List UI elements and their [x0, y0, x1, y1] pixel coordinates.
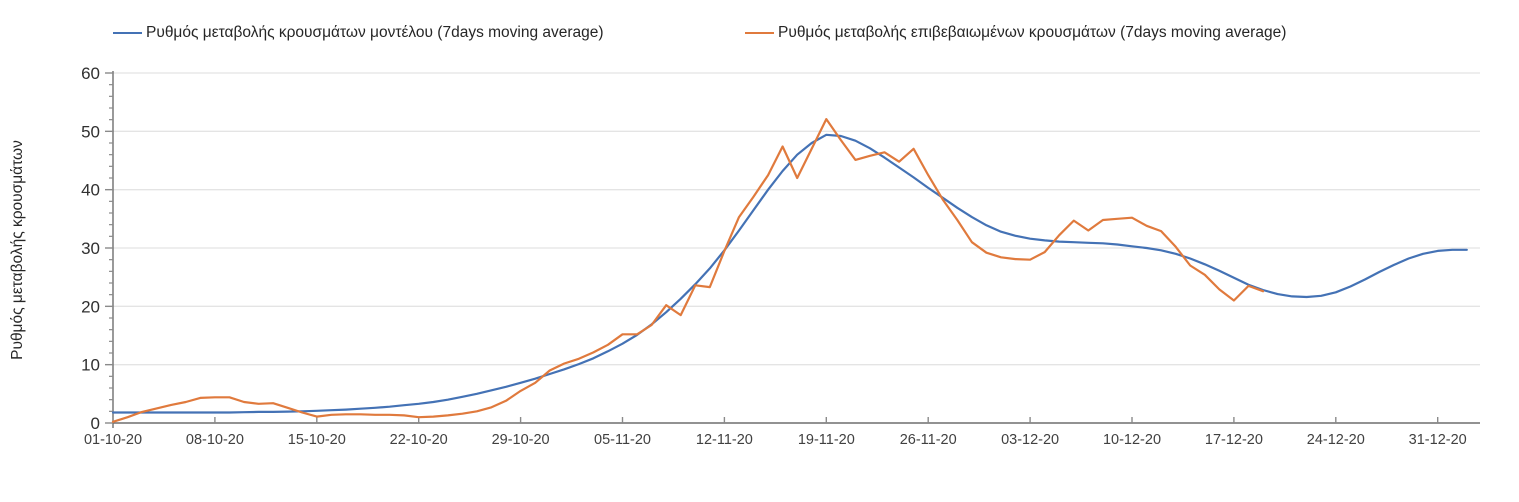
chart-legend: Ρυθμός μεταβολής κρουσμάτων μοντέλου (7d… — [0, 22, 1519, 44]
x-tick-label: 24-12-20 — [1307, 432, 1365, 448]
x-tick-label: 12-11-20 — [696, 432, 753, 448]
model-line-swatch-icon — [113, 32, 142, 34]
y-tick-label: 0 — [91, 414, 100, 433]
x-tick-label: 03-12-20 — [1001, 432, 1059, 448]
legend-label-confirmed: Ρυθμός μεταβολής επιβεβαιωμένων κρουσμάτ… — [778, 24, 1287, 41]
y-tick-label: 50 — [81, 122, 100, 141]
y-tick-label: 10 — [81, 356, 100, 375]
x-tick-label: 19-11-20 — [798, 432, 855, 448]
y-tick-label: 60 — [81, 64, 100, 83]
legend-item-model: Ρυθμός μεταβολής κρουσμάτων μοντέλου (7d… — [113, 22, 604, 44]
confirmed-series-line — [111, 117, 1265, 423]
legend-label-model: Ρυθμός μεταβολής κρουσμάτων μοντέλου (7d… — [146, 24, 604, 41]
x-tick-label: 26-11-20 — [900, 432, 957, 448]
x-tick-label: 15-10-20 — [288, 432, 346, 448]
x-tick-label: 01-10-20 — [84, 432, 142, 448]
x-tick-label: 08-10-20 — [186, 432, 244, 448]
x-tick-label: 22-10-20 — [390, 432, 448, 448]
confirmed-line-swatch-icon — [745, 32, 774, 34]
x-tick-label: 29-10-20 — [492, 432, 550, 448]
x-tick-label: 17-12-20 — [1205, 432, 1263, 448]
y-tick-label: 20 — [81, 297, 100, 316]
x-tick-label: 10-12-20 — [1103, 432, 1161, 448]
x-tick-label: 31-12-20 — [1409, 432, 1467, 448]
model-series-line — [111, 133, 1468, 414]
y-tick-label: 40 — [81, 181, 100, 200]
legend-item-confirmed: Ρυθμός μεταβολής επιβεβαιωμένων κρουσμάτ… — [745, 22, 1286, 44]
x-tick-label: 05-11-20 — [594, 432, 651, 448]
y-tick-label: 30 — [81, 239, 100, 258]
